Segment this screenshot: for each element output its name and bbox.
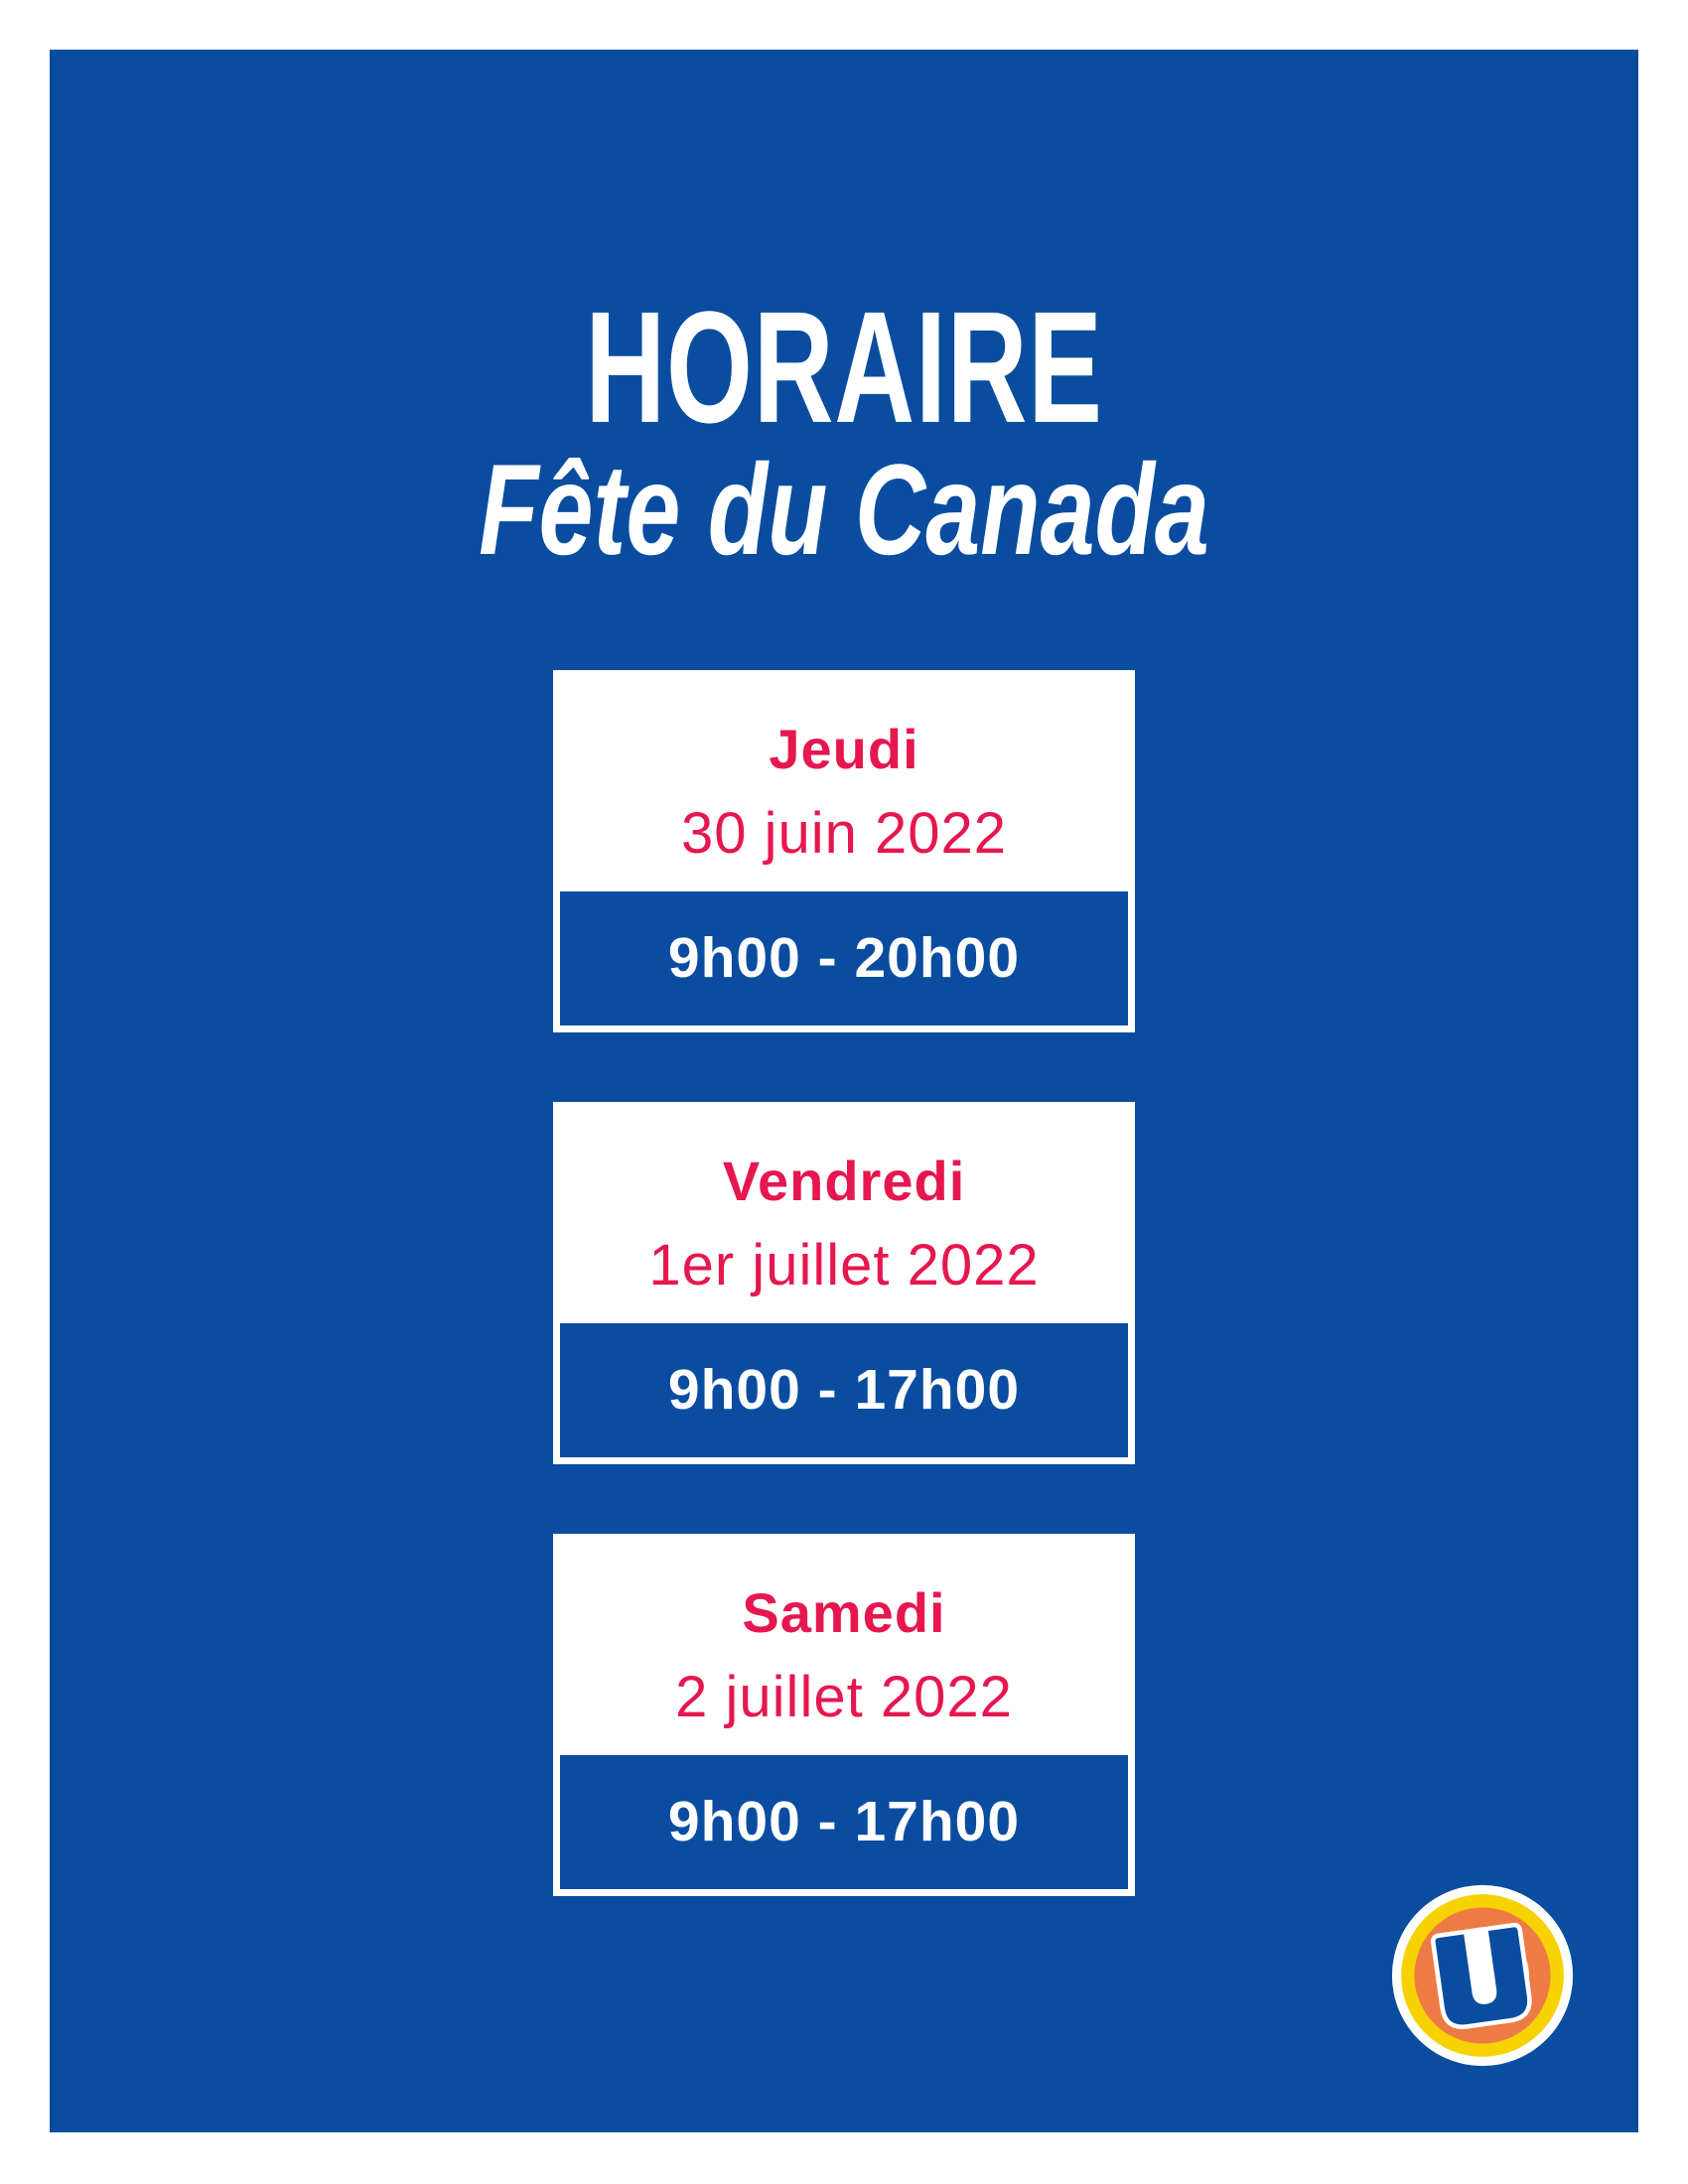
uniprix-u-logo-icon: [1391, 1884, 1574, 2067]
hours-band: 9h00 - 17h00: [560, 1323, 1128, 1457]
schedule-card: Jeudi 30 juin 2022 9h00 - 20h00: [553, 670, 1135, 1032]
poster-title: HORAIRE: [585, 278, 1103, 456]
poster-subtitle: Fête du Canada: [479, 437, 1209, 582]
day-label: Jeudi: [769, 718, 919, 780]
hours-band: 9h00 - 20h00: [560, 891, 1128, 1025]
hours-label: 9h00 - 20h00: [667, 926, 1021, 990]
date-label: 1er juillet 2022: [648, 1233, 1040, 1297]
hours-label: 9h00 - 17h00: [667, 1358, 1021, 1422]
logo-u-letter: [1430, 1922, 1532, 2030]
schedule-card: Vendredi 1er juillet 2022 9h00 - 17h00: [553, 1102, 1135, 1464]
day-label: Vendredi: [722, 1150, 966, 1212]
schedule-card: Samedi 2 juillet 2022 9h00 - 17h00: [553, 1534, 1135, 1896]
day-label: Samedi: [742, 1581, 946, 1644]
poster-background: HORAIRE Fête du Canada Jeudi 30 juin 202…: [50, 50, 1638, 2132]
hours-label: 9h00 - 17h00: [667, 1790, 1021, 1853]
date-label: 2 juillet 2022: [675, 1665, 1013, 1729]
hours-band: 9h00 - 17h00: [560, 1755, 1128, 1889]
date-label: 30 juin 2022: [680, 801, 1008, 866]
